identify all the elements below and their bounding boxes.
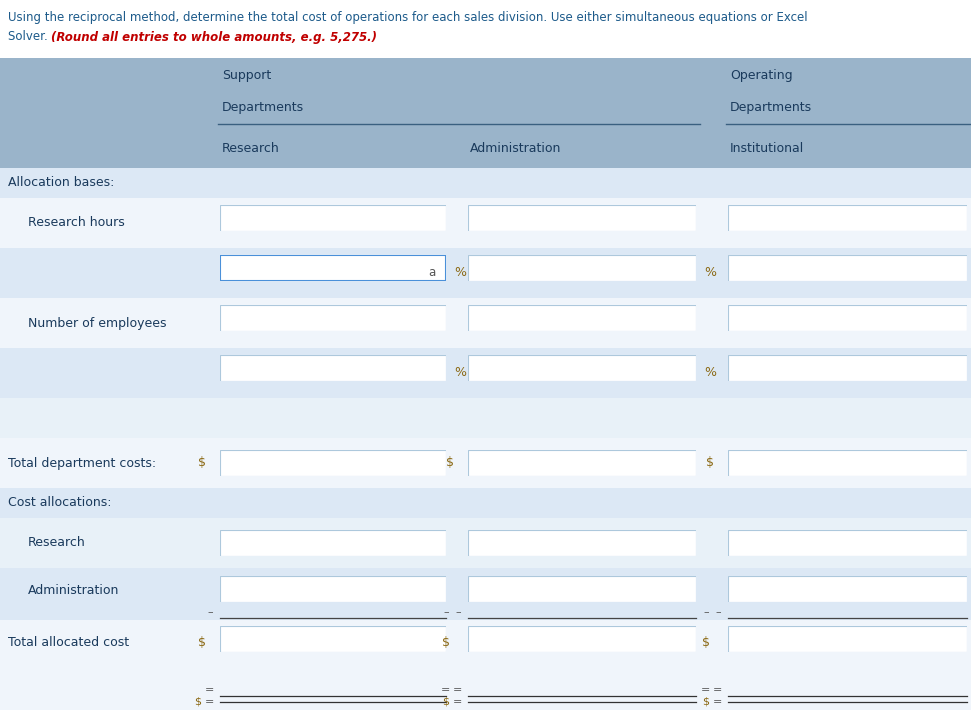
Text: =: = — [453, 697, 463, 707]
Text: $: $ — [446, 457, 454, 469]
Text: –: – — [703, 607, 709, 617]
Text: $: $ — [442, 635, 450, 648]
Text: %: % — [454, 266, 466, 280]
Text: Using the reciprocal method, determine the total cost of operations for each sal: Using the reciprocal method, determine t… — [8, 11, 808, 23]
Text: =: = — [205, 685, 215, 695]
Text: Support: Support — [222, 68, 271, 82]
Text: a: a — [428, 266, 436, 280]
Text: Total department costs:: Total department costs: — [8, 457, 156, 469]
Text: Solver.: Solver. — [8, 31, 51, 43]
Text: =: = — [714, 697, 722, 707]
Text: Cost allocations:: Cost allocations: — [8, 496, 112, 510]
Text: %: % — [704, 366, 716, 380]
Text: Research: Research — [222, 141, 280, 155]
Text: Departments: Departments — [222, 101, 304, 114]
Text: Research hours: Research hours — [28, 217, 124, 229]
Text: %: % — [704, 266, 716, 280]
Text: =: = — [205, 697, 215, 707]
Text: $: $ — [194, 697, 202, 707]
Text: –: – — [443, 607, 449, 617]
Text: =: = — [441, 685, 451, 695]
Text: $: $ — [198, 635, 206, 648]
Text: –: – — [455, 607, 461, 617]
Text: (Round all entries to whole amounts, e.g. 5,275.): (Round all entries to whole amounts, e.g… — [51, 31, 377, 43]
Text: Departments: Departments — [730, 101, 812, 114]
Text: =: = — [714, 685, 722, 695]
Text: –: – — [207, 607, 213, 617]
Text: $: $ — [702, 635, 710, 648]
Text: Research: Research — [28, 537, 85, 550]
Text: =: = — [453, 685, 463, 695]
Text: Operating: Operating — [730, 68, 792, 82]
Text: $: $ — [198, 457, 206, 469]
Text: %: % — [454, 366, 466, 380]
Text: $: $ — [706, 457, 714, 469]
Text: Administration: Administration — [28, 584, 119, 596]
Text: $: $ — [443, 697, 450, 707]
Text: Institutional: Institutional — [730, 141, 804, 155]
Text: $: $ — [702, 697, 710, 707]
Text: –: – — [716, 607, 720, 617]
Text: Total allocated cost: Total allocated cost — [8, 635, 129, 648]
Text: Administration: Administration — [470, 141, 561, 155]
Text: =: = — [701, 685, 711, 695]
Text: Number of employees: Number of employees — [28, 317, 166, 329]
Text: Allocation bases:: Allocation bases: — [8, 177, 115, 190]
